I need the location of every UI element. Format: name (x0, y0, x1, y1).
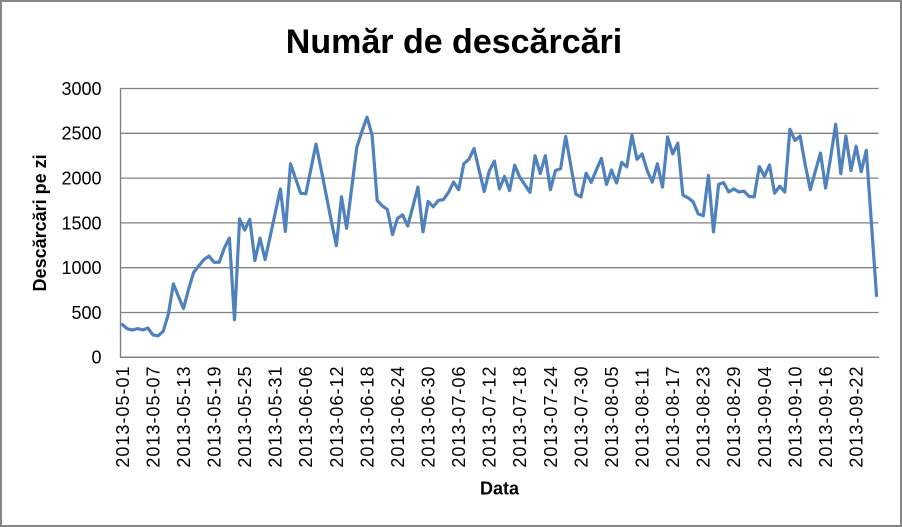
svg-text:2013-07-12: 2013-07-12 (480, 366, 500, 468)
svg-text:1500: 1500 (61, 213, 101, 233)
svg-text:2013-07-24: 2013-07-24 (541, 366, 561, 468)
svg-text:2013-06-12: 2013-06-12 (327, 366, 347, 468)
svg-text:2013-07-06: 2013-07-06 (449, 366, 469, 468)
svg-text:Număr de descărcări: Număr de descărcări (286, 23, 622, 61)
svg-text:2013-08-17: 2013-08-17 (663, 366, 683, 468)
svg-text:2013-09-16: 2013-09-16 (816, 366, 836, 468)
svg-text:2013-08-23: 2013-08-23 (694, 366, 714, 468)
svg-text:2013-05-01: 2013-05-01 (113, 366, 133, 468)
svg-text:2500: 2500 (61, 124, 101, 144)
svg-text:2013-05-13: 2013-05-13 (174, 366, 194, 468)
svg-text:2013-05-25: 2013-05-25 (235, 366, 255, 468)
svg-text:2013-09-04: 2013-09-04 (755, 366, 775, 468)
svg-text:2013-06-18: 2013-06-18 (357, 366, 377, 468)
svg-text:2013-06-24: 2013-06-24 (388, 366, 408, 468)
svg-text:Descărcări pe zi: Descărcări pe zi (30, 154, 50, 291)
svg-text:2013-08-05: 2013-08-05 (602, 366, 622, 468)
svg-text:2013-06-06: 2013-06-06 (296, 366, 316, 468)
svg-text:2013-09-10: 2013-09-10 (785, 366, 805, 468)
svg-text:2013-05-31: 2013-05-31 (266, 366, 286, 468)
svg-text:2013-07-18: 2013-07-18 (510, 366, 530, 468)
svg-text:Data: Data (480, 479, 520, 499)
svg-text:2013-05-19: 2013-05-19 (205, 366, 225, 468)
svg-text:2013-06-30: 2013-06-30 (419, 366, 439, 468)
svg-text:1000: 1000 (61, 258, 101, 278)
svg-text:2013-08-29: 2013-08-29 (724, 366, 744, 468)
svg-text:500: 500 (71, 303, 101, 323)
svg-text:2013-05-07: 2013-05-07 (143, 366, 163, 468)
svg-text:2013-07-30: 2013-07-30 (571, 366, 591, 468)
svg-text:0: 0 (91, 348, 101, 368)
svg-text:2000: 2000 (61, 169, 101, 189)
svg-text:3000: 3000 (61, 79, 101, 99)
svg-text:2013-08-11: 2013-08-11 (633, 367, 653, 468)
svg-text:2013-09-22: 2013-09-22 (847, 366, 867, 468)
